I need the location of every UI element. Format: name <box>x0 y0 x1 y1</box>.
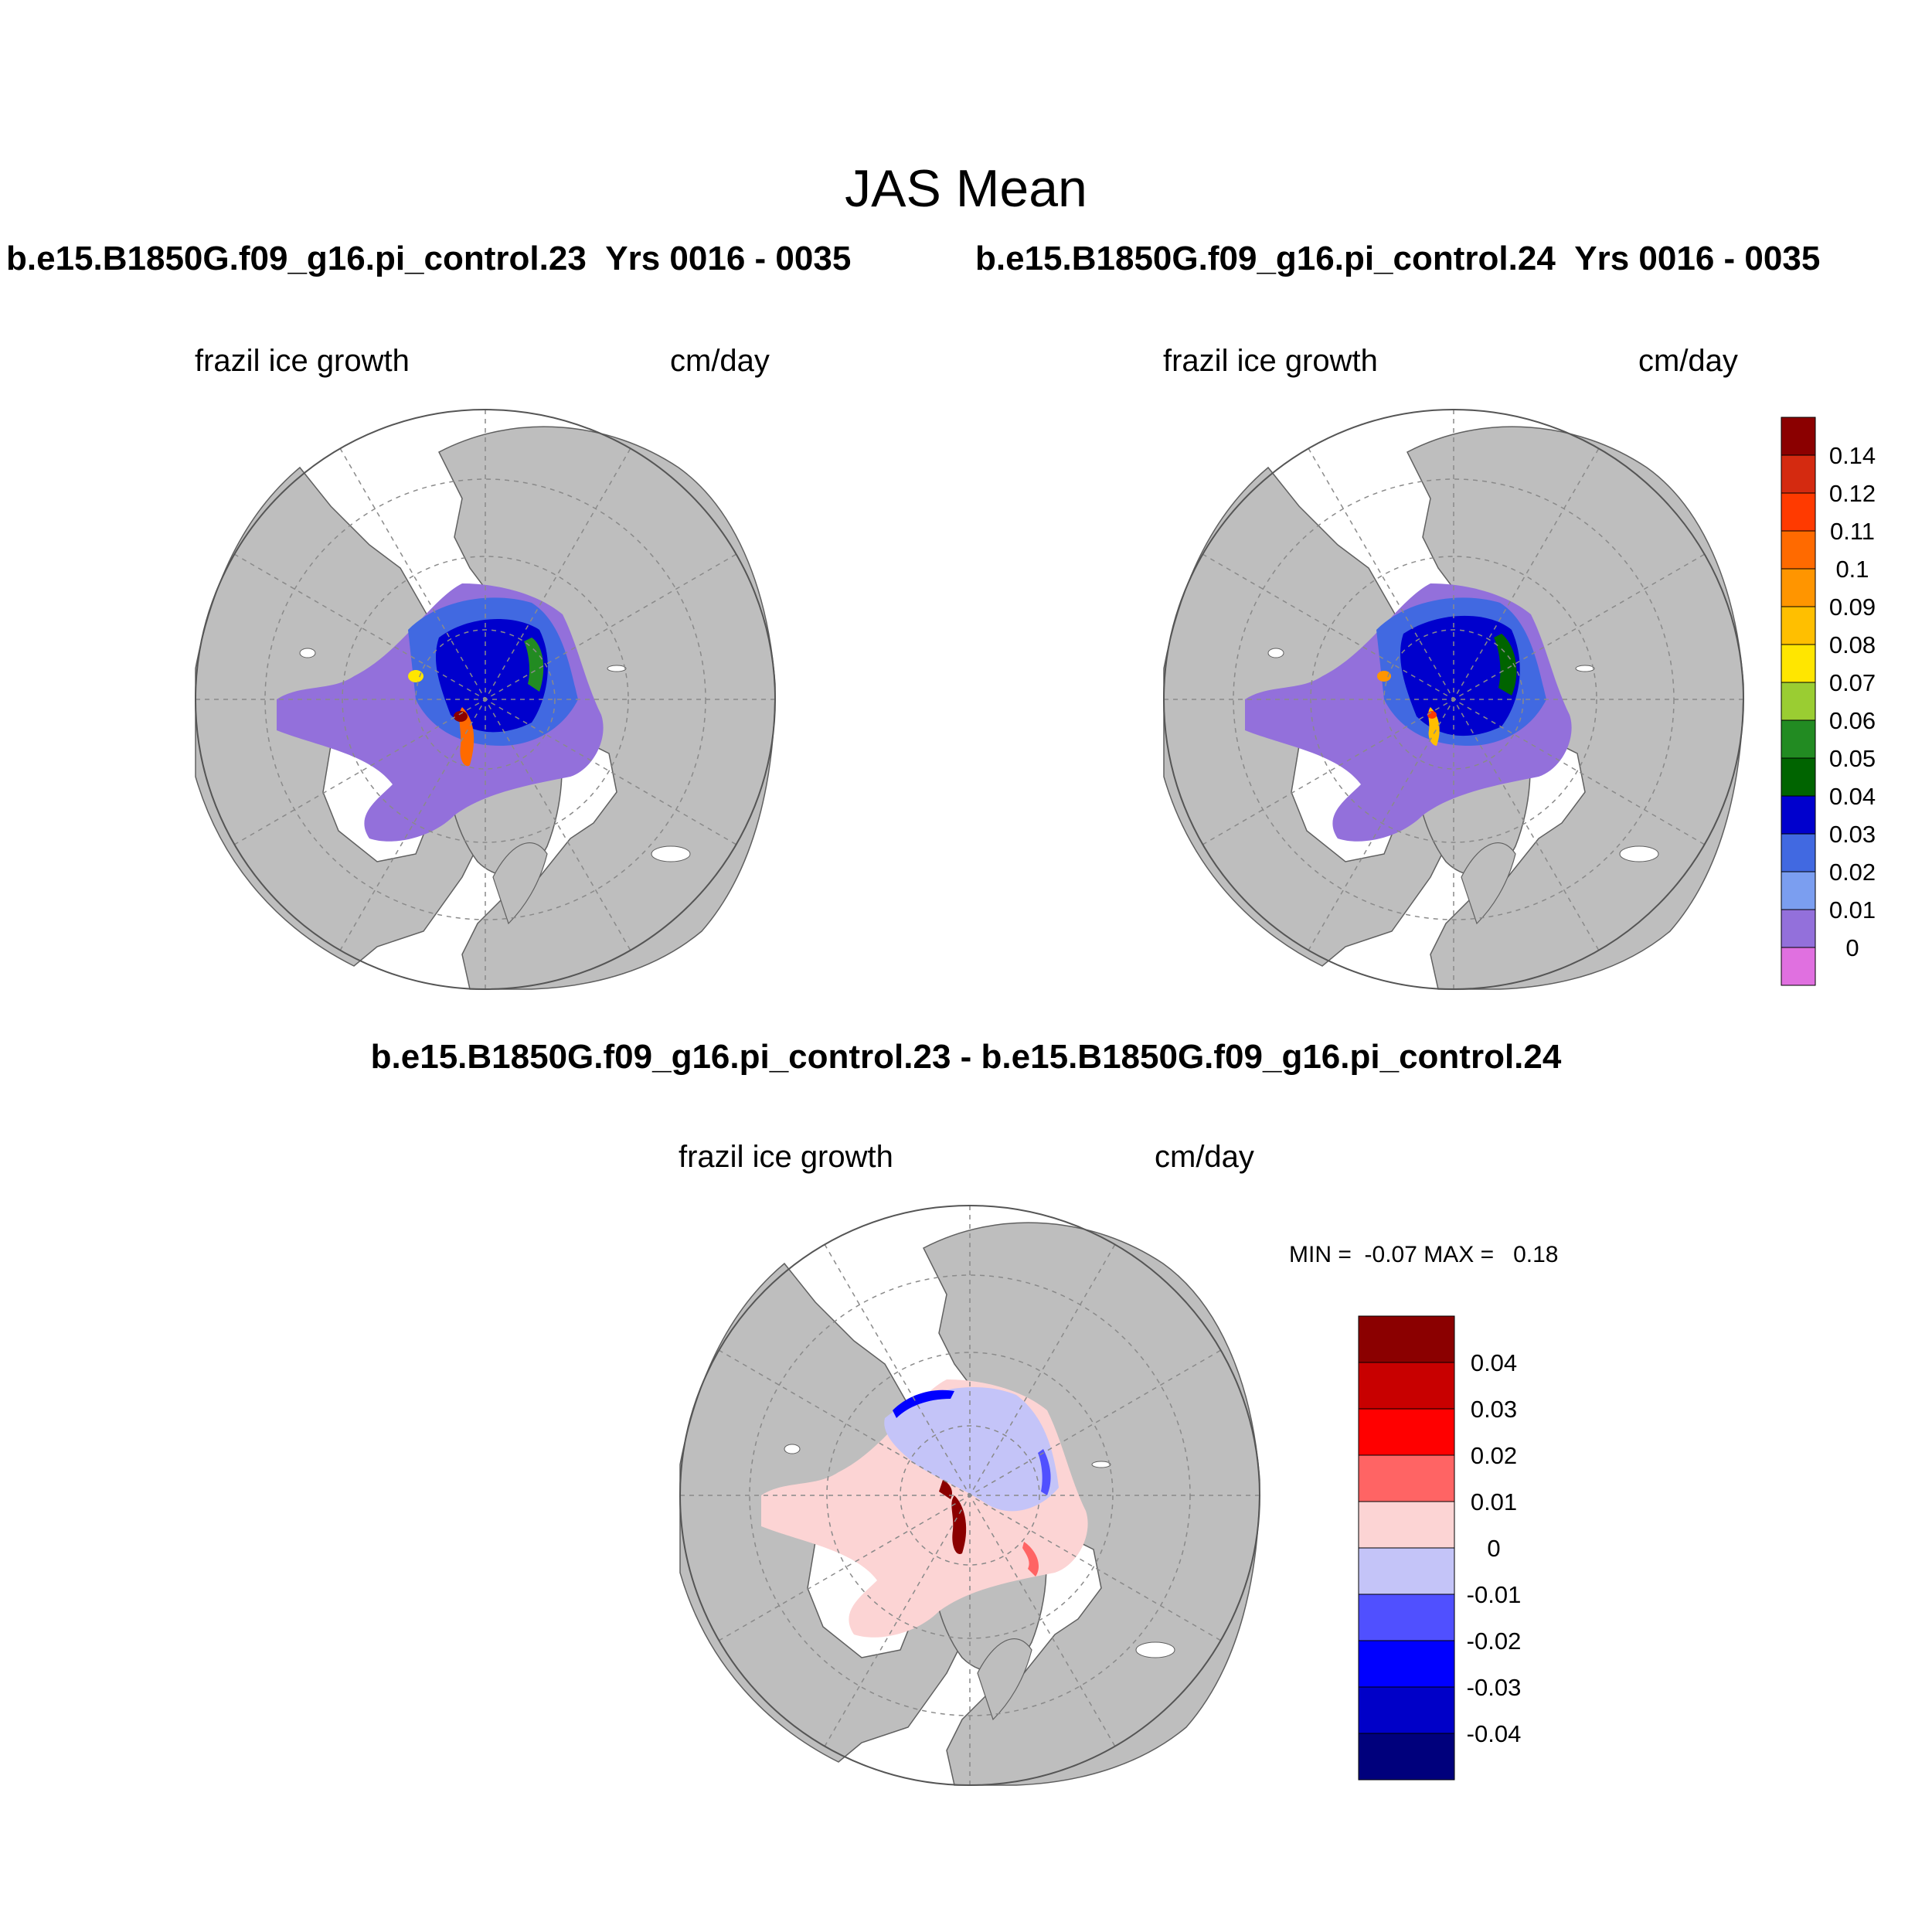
colorbar-diff-tick-label: -0.01 <box>1467 1581 1522 1608</box>
colorbar-main-tick-label: 0.11 <box>1830 518 1875 545</box>
colorbar-main-tick-label: 0.04 <box>1829 783 1876 810</box>
figure-title: JAS Mean <box>845 159 1087 218</box>
colorbar-main: 0.14 0.12 0.11 0.1 0.09 0.08 0.07 0.06 0.05 0.04 0… <box>1781 417 1876 986</box>
panel-1-units: cm/day <box>670 344 770 378</box>
colorbar-diff-tick-label: 0.01 <box>1471 1488 1517 1515</box>
colorbar-main-swatch <box>1781 947 1816 986</box>
colorbar-main-tick-label: 0.06 <box>1829 707 1876 734</box>
panel-2-variable: frazil ice growth <box>1163 344 1378 378</box>
colorbar-diff-tick-label: 0.03 <box>1471 1396 1517 1423</box>
panel-1-run: b.e15.B1850G.f09_g16.pi_control.23 <box>6 240 587 277</box>
colorbar-main-swatch <box>1781 492 1816 532</box>
difference-title: b.e15.B1850G.f09_g16.pi_control.23 - b.e… <box>370 1038 1562 1076</box>
colorbar-main-tick-label: 0.14 <box>1829 442 1876 469</box>
colorbar-main-swatch <box>1781 644 1816 683</box>
panel-2-period: Yrs 0016 - 0035 <box>1574 240 1821 277</box>
colorbar-diff-tick-label: -0.03 <box>1467 1674 1522 1701</box>
colorbar-diff-swatch <box>1358 1454 1455 1502</box>
colorbar-main-tick-label: 0.07 <box>1829 669 1876 696</box>
colorbar-diff-tick-label: -0.02 <box>1467 1628 1522 1655</box>
difference-min-max: MIN = -0.07 MAX = 0.18 <box>1289 1242 1559 1267</box>
panel-1-map <box>195 409 776 990</box>
panel-2-ice-edge-green <box>1494 634 1517 696</box>
panel-1-ice-edge-green <box>524 638 544 692</box>
colorbar-main-tick-label: 0.01 <box>1829 896 1876 923</box>
panel-2-ice-hotspot <box>1427 711 1437 719</box>
panel-1-ice-edge-hot <box>459 707 474 767</box>
colorbar-diff-swatch <box>1358 1594 1455 1641</box>
colorbar-main-swatch <box>1781 909 1816 948</box>
panel-1-variable: frazil ice growth <box>195 344 410 378</box>
colorbar-diff-swatch <box>1358 1315 1455 1363</box>
panel-1-title: b.e15.B1850G.f09_g16.pi_control.23 Yrs 0… <box>6 240 851 278</box>
colorbar-main-tick-label: 0.02 <box>1829 859 1876 886</box>
panel-2-map <box>1163 409 1744 990</box>
colorbar-main-tick-label: 0 <box>1845 934 1859 961</box>
colorbar-main-tick-label: 0.05 <box>1829 745 1876 772</box>
difference-units: cm/day <box>1155 1140 1254 1174</box>
colorbar-diff-swatch <box>1358 1547 1455 1595</box>
panel-1-ice-core <box>435 619 548 733</box>
colorbar-main-swatch <box>1781 833 1816 872</box>
colorbar-main-tick-label: 0.09 <box>1829 594 1876 621</box>
colorbar-main-tick-label: 0.12 <box>1829 480 1876 507</box>
colorbar-main-tick-label: 0.1 <box>1835 556 1869 583</box>
colorbar-diff-swatch <box>1358 1686 1455 1734</box>
colorbar-main-swatch <box>1781 795 1816 835</box>
panel-2-units: cm/day <box>1638 344 1738 378</box>
colorbar-diff-swatch <box>1358 1640 1455 1688</box>
panel-2-run: b.e15.B1850G.f09_g16.pi_control.24 <box>975 240 1556 277</box>
panel-2-title: b.e15.B1850G.f09_g16.pi_control.24 Yrs 0… <box>975 240 1820 278</box>
colorbar-main-swatch <box>1781 454 1816 494</box>
colorbar-main-swatch <box>1781 530 1816 570</box>
difference-hotspot <box>951 1495 967 1554</box>
colorbar-main-swatch <box>1781 757 1816 797</box>
colorbar-main-tick-label: 0.03 <box>1829 821 1876 848</box>
colorbar-diff-swatch <box>1358 1408 1455 1456</box>
colorbar-diff-swatch <box>1358 1362 1455 1410</box>
panel-1-period: Yrs 0016 - 0035 <box>605 240 852 277</box>
difference-variable: frazil ice growth <box>679 1140 893 1174</box>
colorbar-main-swatch <box>1781 871 1816 910</box>
colorbar-main-swatch <box>1781 417 1816 456</box>
panel-2-ice-core <box>1400 615 1520 736</box>
colorbar-main-swatch <box>1781 682 1816 721</box>
colorbar-diff-swatch <box>1358 1733 1455 1781</box>
difference-field-negative <box>884 1387 1059 1512</box>
panel-1-ice-hotspot <box>454 711 468 722</box>
colorbar-main-swatch <box>1781 719 1816 759</box>
difference-map <box>679 1205 1260 1786</box>
colorbar-diff-swatch <box>1358 1501 1455 1549</box>
colorbar-main-swatch <box>1781 606 1816 645</box>
colorbar-diff-tick-label: 0.02 <box>1471 1442 1517 1469</box>
colorbar-diff-tick-label: -0.04 <box>1467 1720 1522 1747</box>
colorbar-diff-tick-label: 0.04 <box>1471 1349 1517 1376</box>
colorbar-diff-tick-label: 0 <box>1487 1535 1500 1562</box>
colorbar-main-tick-label: 0.08 <box>1829 631 1876 658</box>
colorbar-difference: 0.04 0.03 0.02 0.01 0 -0.01 -0.02 -0.03 -0.04 <box>1358 1315 1522 1781</box>
colorbar-main-swatch <box>1781 568 1816 607</box>
